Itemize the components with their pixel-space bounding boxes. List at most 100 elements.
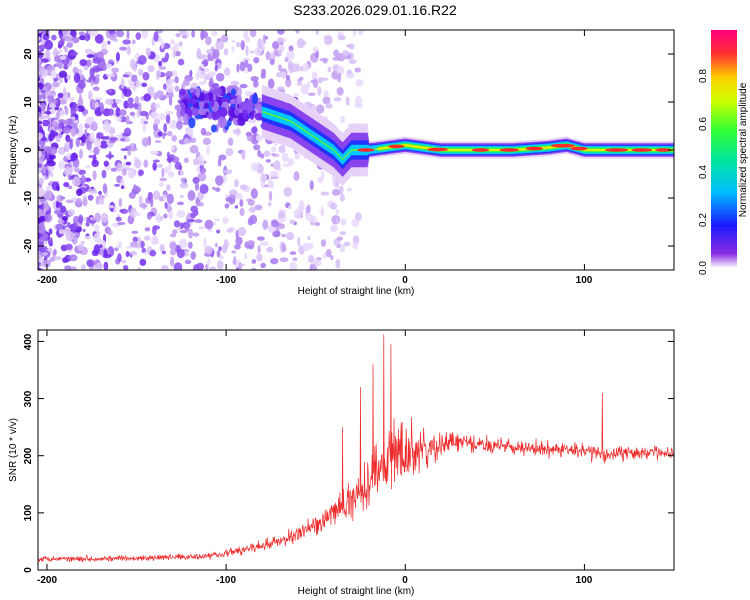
heatmap-speckle	[292, 257, 298, 262]
heatmap-speckle	[48, 228, 53, 235]
heatmap-speckle	[189, 137, 197, 143]
heatmap-speckle	[337, 34, 346, 41]
heatmap-speckle	[49, 154, 56, 160]
heatmap-speckle	[128, 191, 136, 199]
heatmap-speckle	[169, 248, 177, 256]
heatmap-speckle	[83, 217, 87, 222]
heatmap-speckle	[121, 78, 125, 89]
heatmap-speckle	[346, 187, 353, 192]
heatmap-speckle	[122, 74, 130, 78]
heatmap-speckle	[158, 66, 167, 70]
heatmap-speckle	[131, 39, 136, 45]
heatmap-speckle	[224, 203, 230, 209]
heatmap-speckle	[217, 260, 224, 270]
heatmap-speckle	[86, 141, 92, 151]
heatmap-speckle	[307, 92, 316, 97]
heatmap-speckle	[256, 253, 263, 262]
colorbar-tick-label-2: 0.2	[698, 213, 709, 227]
heatmap-speckle	[171, 156, 180, 164]
heatmap-speckle	[85, 165, 91, 169]
heatmap-speckle	[272, 230, 281, 238]
heatmap-speckle	[89, 216, 95, 221]
heatmap-speckle	[156, 164, 163, 168]
heatmap-speckle	[245, 131, 252, 137]
heatmap-speckle	[214, 218, 221, 222]
heatmap-speckle	[116, 213, 120, 218]
heatmap-speckle	[263, 150, 271, 157]
spectrogram-panel: -200 -100 0 100 Height of straight line …	[8, 29, 675, 297]
ridge-hotspot	[388, 144, 405, 149]
heatmap-speckle	[38, 187, 45, 197]
heatmap-speckle	[156, 213, 161, 221]
heatmap-speckle	[143, 120, 149, 125]
heatmap-speckle	[287, 205, 293, 210]
heatmap-speckle	[327, 66, 332, 73]
heatmap-speckle	[59, 109, 66, 117]
y-tick-label-5: 20	[23, 48, 34, 60]
heatmap-speckle	[119, 209, 125, 213]
heatmap-speckle	[86, 259, 95, 267]
heatmap-speckle	[217, 117, 228, 128]
heatmap-speckle	[90, 79, 94, 87]
heatmap-speckle	[53, 78, 57, 82]
heatmap-speckle	[251, 126, 258, 134]
heatmap-speckle	[103, 249, 108, 257]
heatmap-speckle	[179, 101, 185, 108]
ridge-hotspot	[471, 148, 490, 152]
heatmap-speckle	[116, 162, 123, 172]
snr-x-tick-label-3: 0	[402, 575, 408, 586]
heatmap-speckle	[166, 156, 174, 163]
heatmap-speckle	[45, 168, 49, 178]
heatmap-speckle	[165, 70, 173, 78]
heatmap-speckle	[39, 215, 46, 223]
heatmap-speckle	[65, 199, 74, 204]
heatmap-speckle	[114, 183, 121, 187]
heatmap-speckle	[199, 155, 205, 166]
heatmap-speckle	[57, 233, 62, 239]
heatmap-speckle	[346, 69, 352, 75]
heatmap-speckle	[70, 127, 76, 137]
heatmap-speckle	[264, 35, 269, 40]
heatmap-speckle	[202, 137, 212, 146]
heatmap-speckle	[285, 74, 290, 81]
heatmap-speckle	[253, 56, 260, 64]
heatmap-speckle	[218, 255, 224, 260]
heatmap-speckle	[54, 256, 62, 261]
colorbar-label: Normalized spectral amplitude	[738, 82, 749, 217]
heatmap-speckle	[189, 97, 197, 105]
heatmap-speckle	[59, 98, 68, 105]
heatmap-speckle	[38, 224, 46, 234]
heatmap-speckle	[296, 81, 303, 86]
heatmap-speckle	[283, 186, 293, 197]
heatmap-speckle	[161, 57, 169, 63]
heatmap-speckle	[306, 204, 311, 214]
heatmap-speckle	[77, 80, 86, 89]
snr-series-line	[38, 334, 674, 563]
heatmap-speckle	[287, 157, 295, 167]
heatmap-speckle	[108, 89, 112, 93]
heatmap-speckle	[276, 49, 283, 55]
heatmap-speckle	[342, 50, 349, 57]
heatmap-speckle	[240, 40, 245, 51]
heatmap-speckle	[115, 30, 125, 38]
heatmap-speckle	[216, 229, 221, 234]
heatmap-speckle	[125, 161, 132, 166]
heatmap-speckle	[80, 240, 85, 245]
heatmap-speckle	[75, 188, 83, 197]
heatmap-speckle	[165, 184, 171, 192]
heatmap-speckle	[105, 73, 115, 78]
heatmap-speckle	[38, 163, 43, 169]
heatmap-speckle	[116, 116, 122, 122]
heatmap-speckle	[69, 101, 78, 109]
heatmap-speckle	[125, 265, 129, 270]
heatmap-speckle	[50, 90, 54, 95]
heatmap-speckle	[40, 89, 46, 94]
heatmap-speckle	[65, 118, 74, 126]
heatmap-speckle	[79, 148, 83, 160]
heatmap-speckle	[343, 241, 351, 247]
heatmap-speckle	[286, 50, 295, 60]
colorbar: 0.0 0.2 0.4 0.6 0.8 Normalized spectral …	[698, 30, 749, 275]
heatmap-speckle	[336, 86, 344, 96]
heatmap-speckle	[78, 123, 83, 132]
heatmap-speckle	[70, 266, 77, 270]
